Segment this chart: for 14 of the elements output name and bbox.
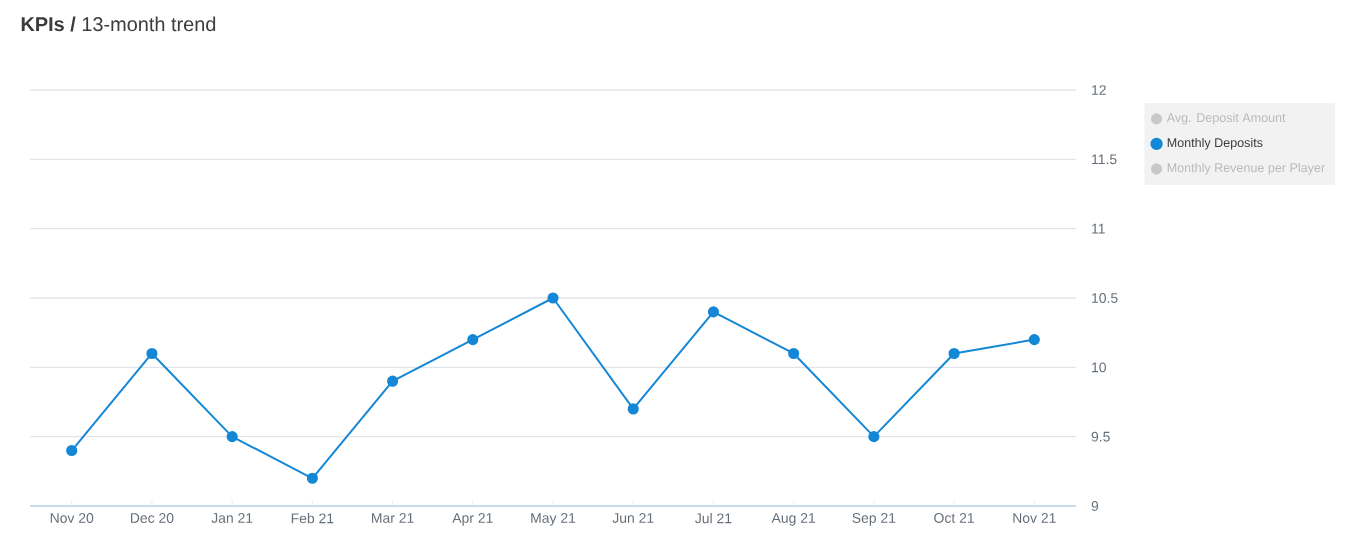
point: [868, 431, 880, 443]
point: [948, 347, 960, 360]
point: [226, 431, 238, 443]
point: [547, 292, 559, 304]
point: [146, 347, 158, 360]
point: [707, 306, 720, 318]
point: [1028, 334, 1040, 346]
point: [66, 444, 78, 457]
point: [788, 347, 800, 360]
point: [627, 403, 639, 415]
point: [387, 375, 399, 387]
point: [306, 472, 318, 484]
chart-title: KPIs / 13-month trend: [21, 16, 216, 32]
point: [467, 334, 479, 346]
